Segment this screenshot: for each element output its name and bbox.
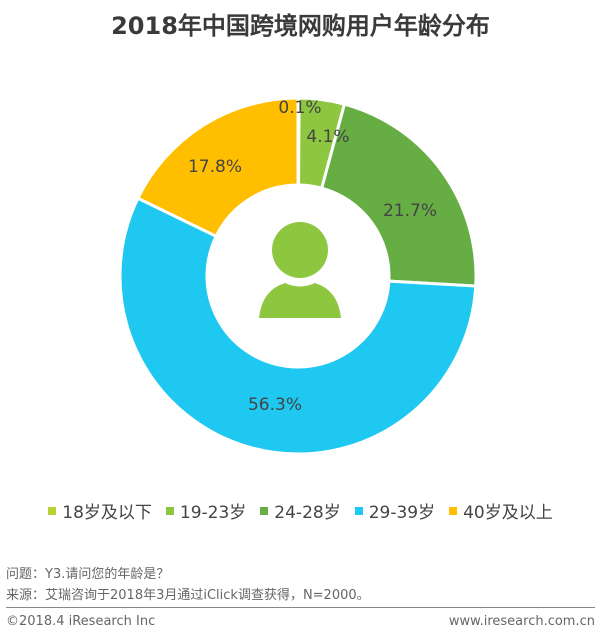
data-label-0: 0.1%	[278, 98, 321, 118]
question-note: 问题：Y3.请问您的年龄是？	[6, 567, 170, 582]
legend-item: 18岁及以下	[48, 498, 152, 523]
legend-label: 19-23岁	[179, 503, 247, 523]
source-note: 来源：艾瑞咨询于2018年3月通过iClick调查获得，N=2000。	[6, 588, 370, 603]
donut-slice-3	[118, 196, 478, 456]
legend-item: 24-28岁	[260, 498, 341, 523]
website-url: www.iresearch.com.cn	[448, 614, 595, 629]
user-icon	[259, 222, 341, 318]
legend: 18岁及以下 19-23岁 24-28岁 29-39岁 40岁及以上	[0, 498, 601, 523]
data-label-1: 4.1%	[306, 127, 349, 147]
chart-title: 2018年中国跨境网购用户年龄分布	[111, 12, 490, 40]
data-label-3: 56.3%	[248, 395, 302, 415]
legend-item: 19-23岁	[165, 498, 247, 523]
footer-divider	[6, 607, 595, 608]
donut-slice-2	[319, 102, 478, 288]
legend-swatch	[165, 506, 174, 515]
donut-chart: 0.1% 4.1% 21.7% 56.3% 17.8%	[118, 96, 478, 456]
legend-label: 29-39岁	[368, 503, 436, 523]
donut-slice-4	[135, 96, 300, 239]
legend-swatch	[260, 506, 269, 515]
legend-item: 40岁及以上	[449, 498, 553, 523]
legend-swatch	[48, 506, 57, 515]
copyright: ©2018.4 iResearch Inc	[6, 614, 156, 629]
data-label-2: 21.7%	[383, 201, 437, 221]
legend-label: 18岁及以下	[62, 503, 152, 523]
data-label-4: 17.8%	[188, 157, 242, 177]
legend-swatch	[449, 506, 458, 515]
legend-item: 29-39岁	[354, 498, 436, 523]
legend-label: 40岁及以上	[463, 503, 553, 523]
legend-swatch	[354, 506, 363, 515]
legend-label: 24-28岁	[274, 503, 341, 523]
